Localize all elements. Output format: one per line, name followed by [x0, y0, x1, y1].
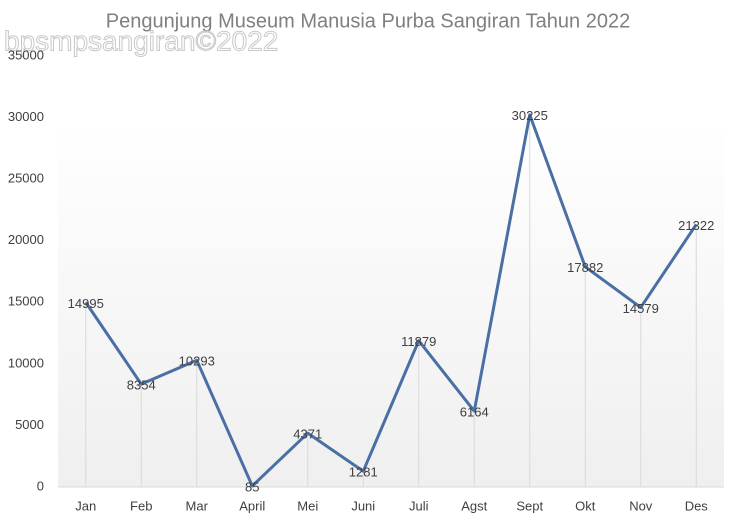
x-tick-label: Agst	[461, 498, 487, 513]
data-label: 14579	[623, 301, 659, 316]
x-tick-label: April	[239, 498, 265, 513]
plot-background	[58, 120, 724, 487]
x-tick-label: Nov	[629, 498, 653, 513]
y-tick-label: 35000	[8, 47, 44, 62]
x-tick-label: Mei	[297, 498, 318, 513]
data-label: 10293	[179, 354, 215, 369]
y-tick-label: 20000	[8, 232, 44, 247]
x-tick-label: Juli	[409, 498, 429, 513]
y-tick-label: 10000	[8, 355, 44, 370]
data-label: 1281	[349, 465, 378, 480]
x-tick-label: Jan	[75, 498, 96, 513]
chart-title: Pengunjung Museum Manusia Purba Sangiran…	[106, 10, 630, 32]
series-line	[84, 113, 698, 488]
x-tick-label: Mar	[186, 498, 209, 513]
data-label: 11879	[401, 334, 436, 349]
data-label: 21322	[678, 218, 714, 233]
data-label: 17882	[567, 260, 603, 275]
x-tick-label: Juni	[351, 498, 375, 513]
x-tick-label: Des	[685, 498, 709, 513]
data-label: 6164	[460, 405, 489, 420]
data-label: 30225	[512, 108, 548, 123]
data-label: 4371	[293, 427, 322, 442]
y-tick-label: 25000	[8, 171, 44, 186]
x-tick-label: Feb	[130, 498, 152, 513]
y-tick-label: 0	[37, 478, 44, 493]
data-label: 8354	[127, 378, 156, 393]
y-tick-label: 15000	[8, 294, 44, 309]
y-tick-label: 30000	[8, 109, 44, 124]
y-tick-label: 5000	[15, 417, 44, 432]
watermark: bpsmpsangiran©2022	[4, 25, 278, 56]
data-label: 14995	[68, 296, 104, 311]
x-tick-label: Sept	[516, 498, 543, 513]
data-label: 85	[245, 479, 259, 494]
x-tick-label: Okt	[575, 498, 596, 513]
